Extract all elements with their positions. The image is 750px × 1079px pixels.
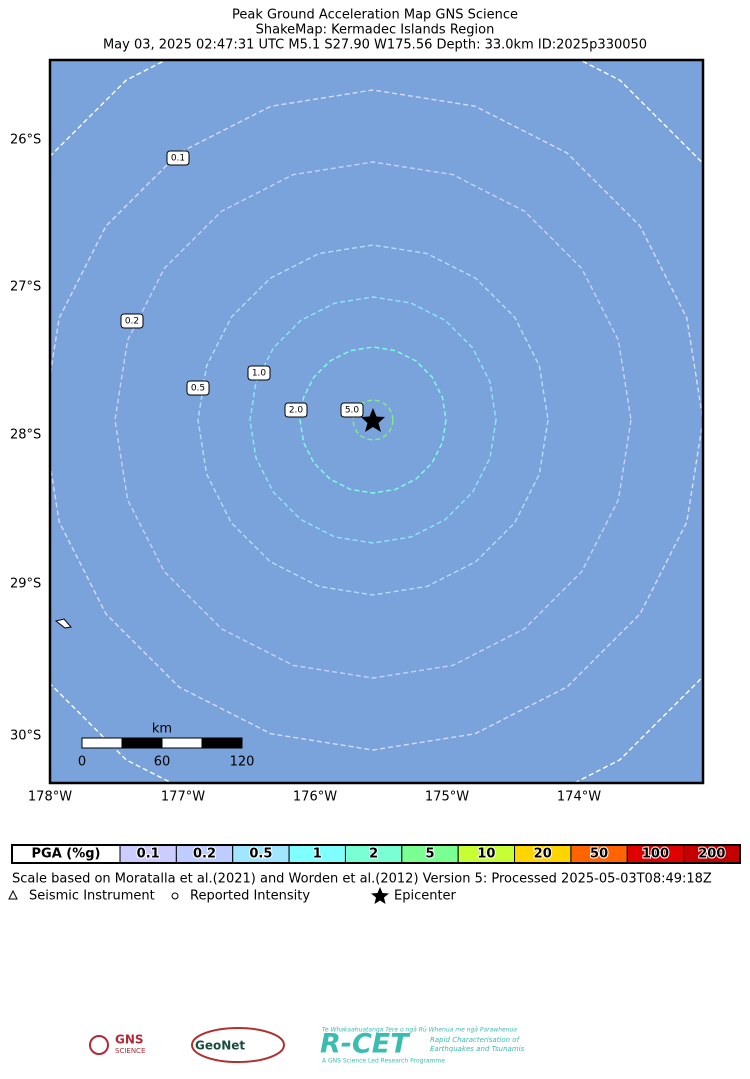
legend-frame (11, 844, 741, 864)
lat-label: 27°S (10, 280, 41, 295)
contour-label: 5.0 (345, 406, 360, 416)
intensity-icon (171, 892, 179, 900)
contour-label: 0.1 (171, 154, 185, 164)
contour (197, 244, 549, 596)
logo-text: GNS (115, 1033, 144, 1047)
subtitle: ShakeMap: Kermadec Islands Region (256, 23, 495, 38)
legend-cell-label: 10 (477, 847, 495, 862)
legend-cell-label: 50 (590, 847, 608, 862)
legend-cell-label: 5 (425, 847, 434, 862)
legend-cell-label: 200 (698, 847, 725, 862)
contour (352, 399, 394, 441)
island (54, 618, 72, 629)
footer-note: Scale based on Moratalla et al.(2021) an… (12, 872, 712, 887)
legend-item: Seismic Instrument (29, 889, 155, 904)
lat-label: 30°S (10, 729, 41, 744)
contour-label-box (340, 402, 364, 418)
lat-label: 28°S (10, 428, 41, 443)
lon-label: 176°W (293, 790, 337, 805)
lat-label: 29°S (10, 577, 41, 592)
contour-label: 0.5 (191, 384, 205, 394)
contour-label-box (186, 380, 210, 396)
instrument-icon (8, 889, 18, 900)
legend-cell-label: 20 (534, 847, 552, 862)
contour-label-box (247, 365, 271, 381)
contour-label: 1.0 (252, 369, 267, 379)
contour-label-box (166, 150, 190, 166)
logo-text: Rapid Characterisation of (430, 1036, 521, 1044)
lon-label: 177°W (161, 790, 205, 805)
contour (249, 296, 497, 544)
scale-label: 60 (154, 755, 171, 770)
scale-unit: km (152, 722, 172, 737)
map-frame (48, 58, 705, 785)
scale-label: 0 (78, 755, 86, 770)
contour (50, 89, 703, 751)
epicenter (361, 408, 385, 432)
legend-title: PGA (%g) (32, 847, 101, 862)
logo-text: GeoNet (195, 1039, 245, 1053)
contour (299, 346, 447, 494)
scale-label: 120 (230, 755, 255, 770)
contour-label: 2.0 (289, 406, 304, 416)
scale-bar (81, 737, 243, 749)
title: Peak Ground Acceleration Map GNS Science (232, 8, 518, 23)
legend-item: Reported Intensity (190, 889, 310, 904)
logo-text: A GNS Science Led Research Programme (322, 1058, 445, 1065)
lon-label: 175°W (425, 790, 469, 805)
legend-cell-label: 0.1 (137, 847, 160, 862)
logos: GNS SCIENCE GeoNet Te Whakaahuatanga Ter… (89, 1027, 525, 1065)
legend-cell-label: 0.5 (249, 847, 272, 862)
lon-label: 178°W (28, 790, 72, 805)
lon-label: 174°W (557, 790, 601, 805)
legend-cell-label: 0.2 (193, 847, 216, 862)
lat-label: 26°S (10, 133, 41, 148)
contours (50, 60, 703, 783)
legend-cell-label: 1 (313, 847, 322, 862)
logo-text: Earthquakes and Tsunamis (430, 1045, 525, 1053)
epicenter-icon (371, 887, 389, 904)
contour-label-box (120, 313, 144, 329)
legend-cell-label: 100 (642, 847, 669, 862)
contour (114, 161, 632, 679)
legend-cell-label: 2 (369, 847, 378, 862)
logo-text: SCIENCE (115, 1047, 145, 1055)
event-info: May 03, 2025 02:47:31 UTC M5.1 S27.90 W1… (103, 38, 647, 53)
contour-label-box (284, 402, 308, 418)
legend-item: Epicenter (394, 889, 457, 904)
contour-label: 0.2 (125, 317, 139, 327)
logo-text: R-CET (320, 1029, 411, 1060)
logo-text: Te Whakaahuatanga Tere o ngā Rū Whenua m… (322, 1027, 517, 1034)
